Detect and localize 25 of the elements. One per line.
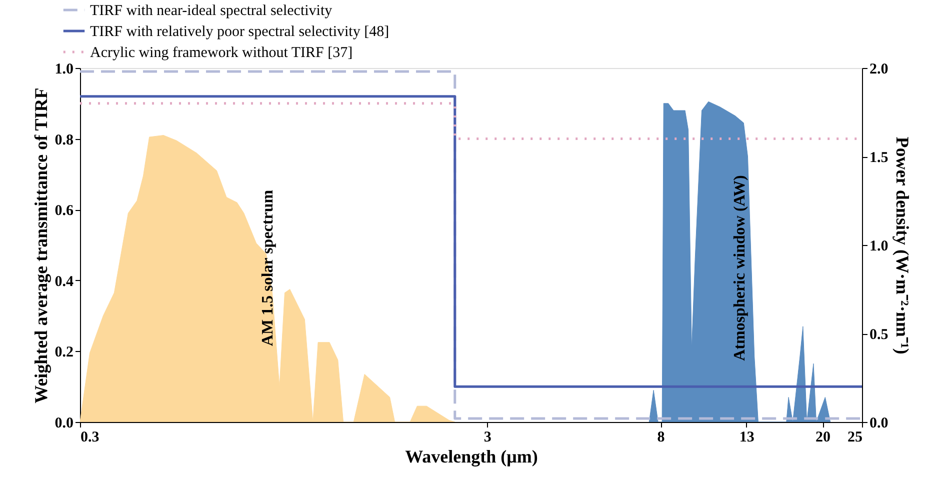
legend-label: TIRF with near-ideal spectral selectivity (90, 3, 333, 19)
x-tick-label: 25 (848, 430, 862, 446)
annotation: Atmospheric window (AW) (732, 175, 749, 361)
x-tick-label: 3 (484, 430, 492, 446)
y-tick-label: 1.0 (54, 62, 74, 78)
y2-tick-label: 1.5 (870, 150, 888, 166)
y2-axis-title: Power density (W·m⁻²·nm⁻¹) (892, 136, 912, 354)
y-tick-label: 0.6 (54, 203, 74, 220)
y-tick-label: 0.4 (54, 274, 74, 290)
y2-tick-label: 2.0 (870, 62, 888, 78)
y-axis-title: Weighted average transmittance of TIRF (30, 88, 51, 404)
y2-tick-label: 1.0 (870, 238, 888, 254)
x-axis-title: Wavelength (μm) (405, 446, 538, 466)
y-tick-label: 0.0 (54, 416, 74, 432)
y-tick-label: 0.8 (54, 132, 74, 148)
y2-tick-label: 0.0 (870, 416, 888, 432)
legend-label: Acrylic wing framework without TIRF [37] (90, 45, 353, 61)
annotation: AM 1.5 solar spectrum (259, 189, 276, 346)
x-tick-label: 8 (657, 430, 665, 446)
x-tick-label: 13 (739, 430, 754, 446)
x-tick-label: 20 (816, 430, 831, 446)
legend-label: TIRF with relatively poor spectral selectivity [48] (90, 24, 390, 40)
y-tick-label: 0.2 (54, 344, 74, 361)
x-tick-label: 0.3 (80, 430, 100, 446)
y2-tick-label: 0.5 (870, 327, 888, 343)
